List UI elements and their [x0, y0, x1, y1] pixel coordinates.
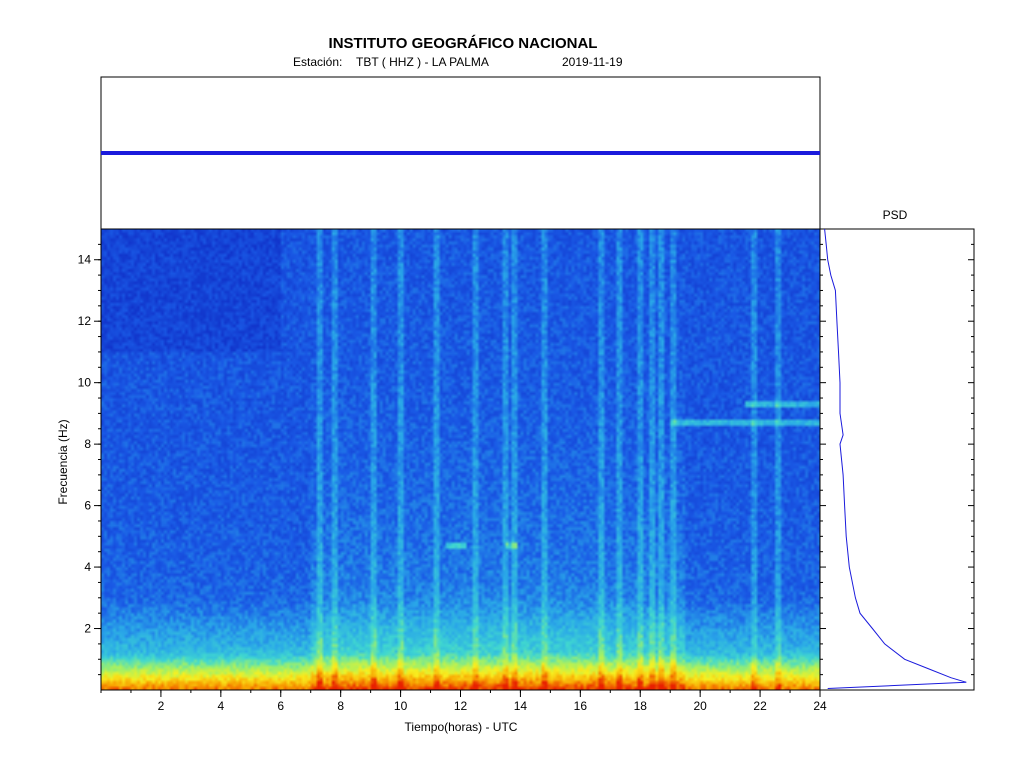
x-tick-label: 18 [634, 699, 648, 713]
y-tick-label: 8 [84, 437, 91, 451]
psd-panel: PSD [819, 208, 975, 691]
psd-ticks [820, 243, 974, 676]
x-tick-label: 12 [454, 699, 468, 713]
x-tick-label: 24 [813, 699, 827, 713]
station-name: TBT ( HHZ ) - LA PALMA [356, 55, 489, 69]
y-tick-label: 2 [84, 622, 91, 636]
figure-title: INSTITUTO GEOGRÁFICO NACIONAL [329, 35, 598, 52]
x-axis-label: Tiempo(horas) - UTC [405, 720, 518, 734]
x-tick-label: 2 [158, 699, 165, 713]
x-tick-label: 20 [693, 699, 707, 713]
psd-title: PSD [883, 208, 908, 222]
spectrogram-image [101, 229, 820, 690]
x-tick-label: 14 [514, 699, 528, 713]
y-tick-label: 4 [84, 560, 91, 574]
y-axis: 2 4 6 8 10 12 14 [78, 243, 101, 676]
recording-date: 2019-11-19 [562, 55, 623, 69]
psd-curve [824, 228, 967, 689]
seismogram-panel [100, 76, 821, 230]
x-tick-label: 4 [217, 699, 224, 713]
spectrogram-raster [101, 229, 820, 690]
y-tick-label: 12 [78, 314, 92, 328]
y-axis-label: Frecuencia (Hz) [56, 419, 70, 504]
x-tick-label: 22 [753, 699, 767, 713]
station-label: Estación: [293, 55, 342, 69]
x-axis: 2 4 6 8 10 12 14 16 18 20 22 24 [100, 690, 827, 713]
x-tick-label: 10 [394, 699, 408, 713]
x-tick-label: 16 [574, 699, 588, 713]
psd-frame [819, 228, 975, 691]
x-tick-label: 8 [337, 699, 344, 713]
x-tick-label: 6 [277, 699, 284, 713]
y-tick-label: 6 [84, 499, 91, 513]
y-tick-label: 10 [78, 376, 92, 390]
y-tick-label: 14 [78, 253, 92, 267]
